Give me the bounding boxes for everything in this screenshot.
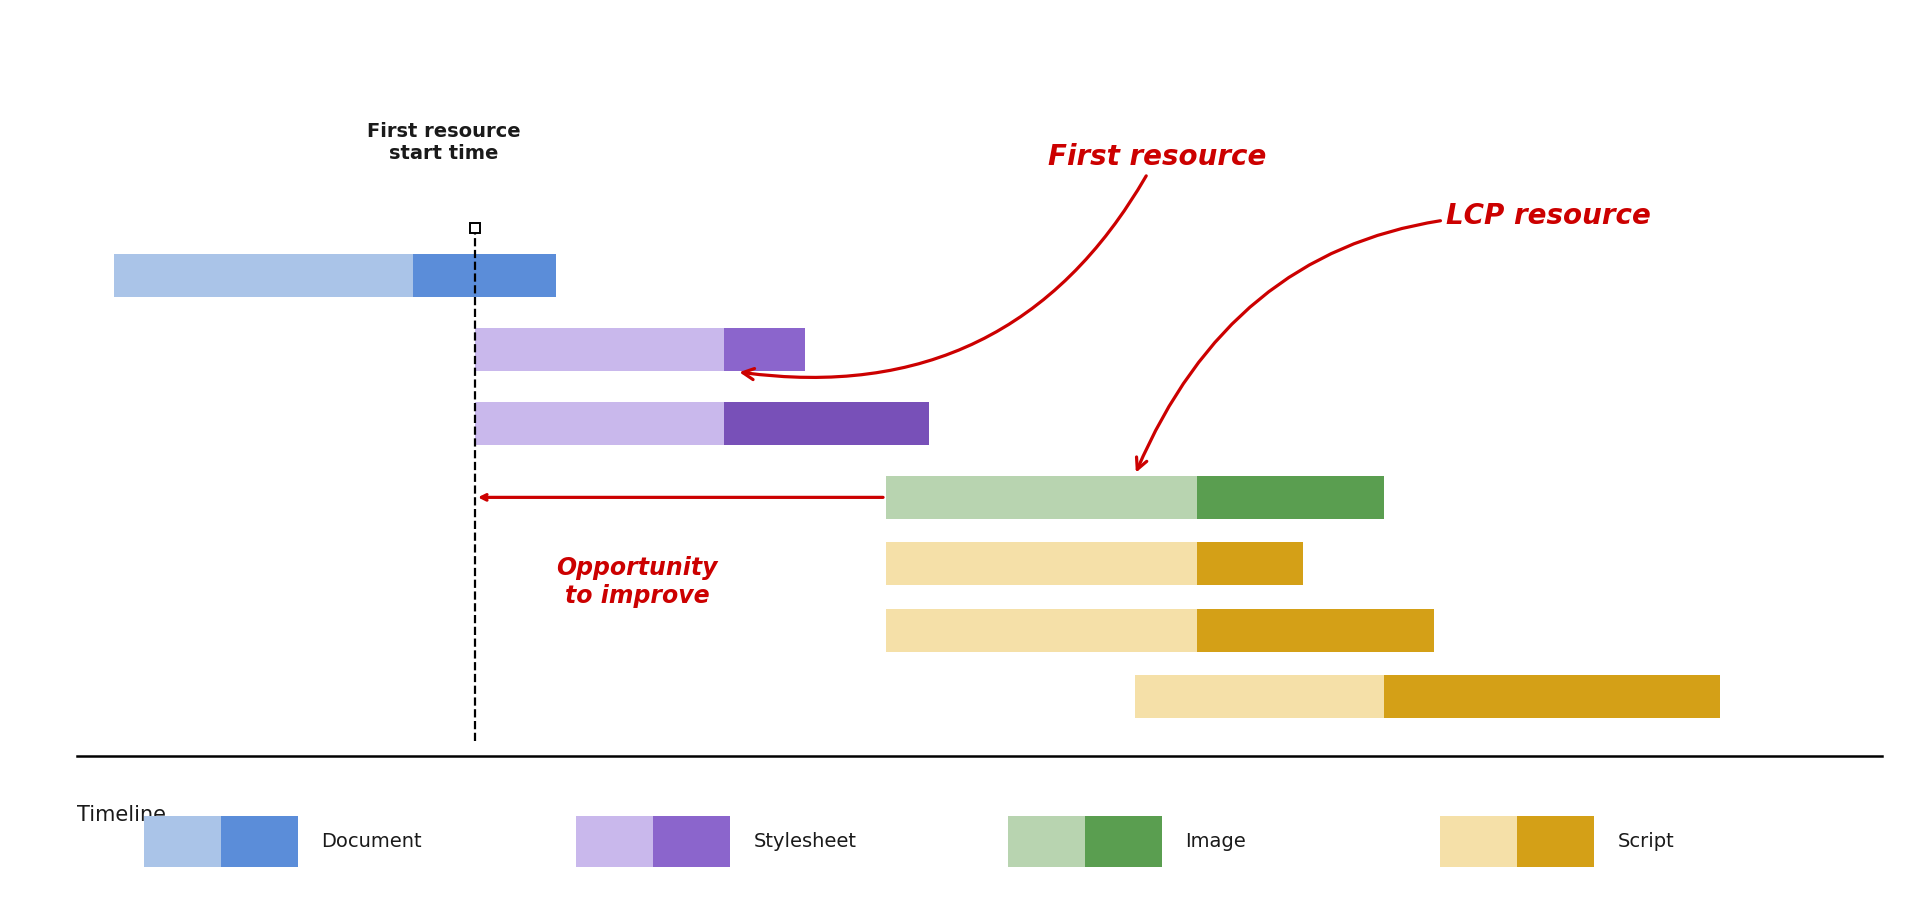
Text: Image: Image: [1185, 832, 1246, 851]
Bar: [724, 402, 929, 445]
Bar: [413, 255, 557, 297]
Text: Timeline: Timeline: [77, 806, 165, 825]
Bar: [576, 815, 653, 868]
Bar: [1440, 815, 1517, 868]
Bar: [1384, 676, 1720, 718]
Text: First resource: First resource: [743, 143, 1265, 380]
Bar: [1196, 543, 1304, 585]
Bar: [1008, 815, 1085, 868]
Bar: [885, 543, 1196, 585]
Text: Stylesheet: Stylesheet: [753, 832, 856, 851]
Bar: [113, 255, 413, 297]
Text: LCP resource: LCP resource: [1137, 202, 1651, 470]
Bar: [653, 815, 730, 868]
Text: Document: Document: [323, 832, 422, 851]
Text: Script: Script: [1617, 832, 1674, 851]
Text: First resource
start time: First resource start time: [367, 122, 520, 163]
Bar: [221, 815, 298, 868]
Bar: [1196, 476, 1384, 518]
Bar: [724, 328, 804, 371]
Bar: [885, 609, 1196, 652]
Bar: [474, 328, 724, 371]
Bar: [1517, 815, 1594, 868]
Bar: [885, 476, 1196, 518]
Bar: [474, 402, 724, 445]
Text: Opportunity
to improve: Opportunity to improve: [557, 556, 718, 608]
Bar: [144, 815, 221, 868]
Bar: [1135, 676, 1384, 718]
Bar: [1196, 609, 1434, 652]
Bar: [1085, 815, 1162, 868]
